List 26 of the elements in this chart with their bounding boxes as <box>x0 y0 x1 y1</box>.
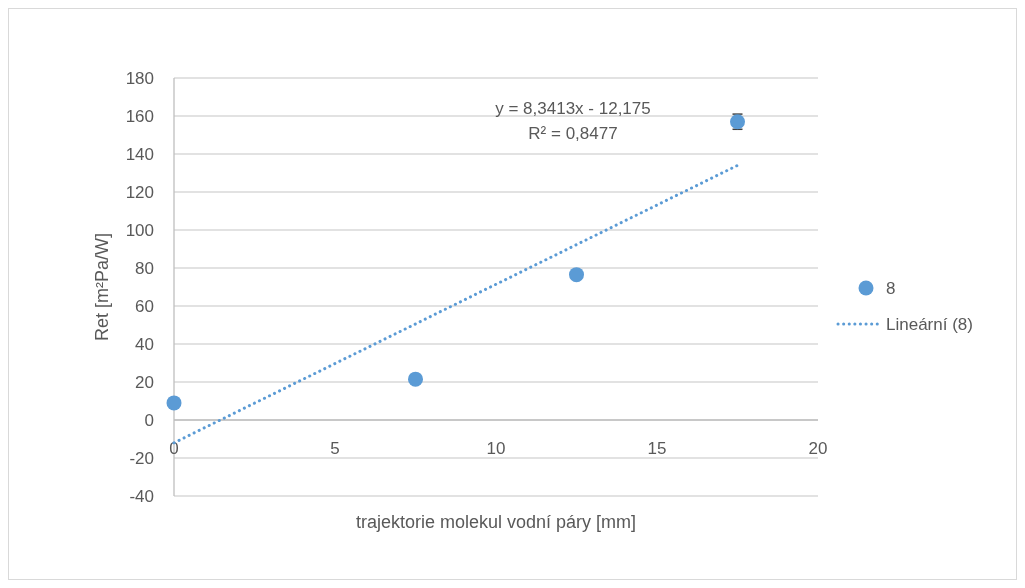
annotation: y = 8,3413x - 12,175 <box>495 99 651 118</box>
y-tick-label: -40 <box>129 486 154 506</box>
x-tick-label: 15 <box>647 439 667 458</box>
x-tick-label: 5 <box>330 439 340 458</box>
y-axis-title: Ret [m²Pa/W] <box>92 232 112 342</box>
y-tick-label: 140 <box>125 144 154 164</box>
y-tick-label: 120 <box>125 182 154 202</box>
x-tick-label: 10 <box>486 439 506 458</box>
point <box>569 267 584 283</box>
x-axis-title: trajektorie molekul vodní páry [mm] <box>355 512 637 532</box>
y-tick-label: 20 <box>135 372 154 392</box>
y-tick-label: 80 <box>135 258 154 278</box>
y-tick-label: 180 <box>125 68 154 88</box>
x-tick-label: 20 <box>808 439 828 458</box>
y-tick-label: 160 <box>125 106 154 126</box>
annotation: R² = 0,8477 <box>528 124 618 143</box>
y-tick-label: 100 <box>125 220 154 240</box>
y-tick-label: 0 <box>144 410 154 430</box>
x-tick-label: 0 <box>169 439 179 458</box>
y-tick-label: 60 <box>135 296 154 316</box>
legend-label: 8 <box>886 278 896 298</box>
point <box>408 371 423 387</box>
y-tick-label: 40 <box>135 334 154 354</box>
point <box>166 395 182 411</box>
y-tick-label: -20 <box>129 448 154 468</box>
legend-label: Lineární (8) <box>886 314 973 334</box>
